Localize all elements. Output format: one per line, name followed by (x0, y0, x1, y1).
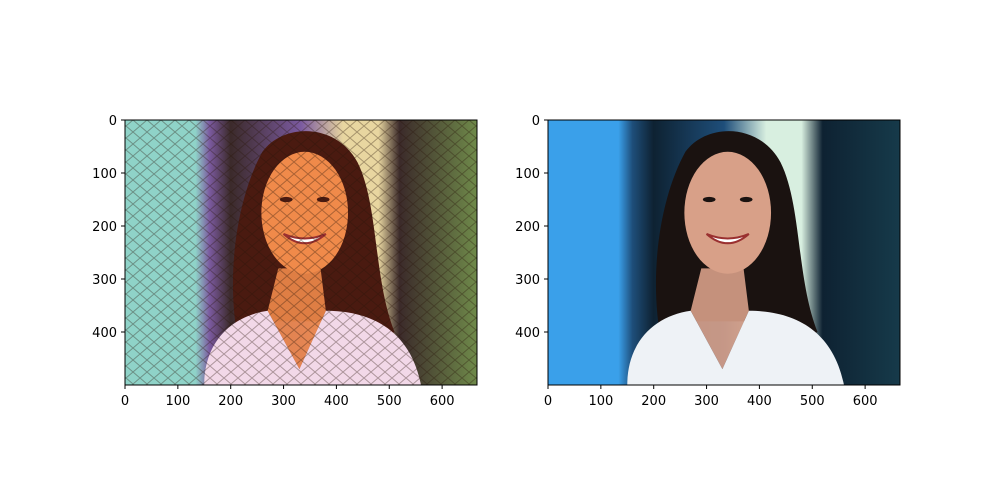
right-x-tick-label: 400 (747, 394, 772, 409)
right-y-tick-label: 400 (515, 326, 540, 341)
left-x-tick-label: 400 (324, 394, 349, 409)
left-y-tick-label: 300 (92, 273, 117, 288)
right-y-ticks: 0 100 200 300 400 (515, 114, 548, 341)
right-x-tick-label: 500 (800, 394, 825, 409)
right-y-tick-label: 200 (515, 220, 540, 235)
right-axes-frame (547, 119, 901, 386)
right-eye-2 (739, 196, 753, 203)
right-neck (690, 268, 749, 370)
left-x-ticks: 0 100 200 300 400 500 600 (121, 385, 455, 409)
left-y-tick-label: 400 (92, 326, 117, 341)
right-x-tick-label: 200 (641, 394, 666, 409)
left-x-tick-label: 600 (430, 394, 455, 409)
left-image-axes: 0 100 200 300 400 500 600 0 100 200 300 400 (92, 114, 478, 409)
left-x-tick-label: 100 (165, 394, 190, 409)
left-mosaic-overlay (125, 120, 477, 385)
right-y-tick-label: 100 (515, 167, 540, 182)
right-x-tick-label: 300 (694, 394, 719, 409)
right-eye-1 (702, 196, 716, 203)
left-y-tick-label: 100 (92, 167, 117, 182)
right-shirt (627, 310, 844, 385)
right-x-ticks: 0 100 200 300 400 500 600 (544, 385, 878, 409)
right-portrait (627, 131, 844, 385)
right-face (684, 151, 772, 274)
right-image (548, 120, 900, 385)
right-smile (705, 233, 750, 245)
left-x-tick-label: 200 (218, 394, 243, 409)
right-y-tick-label: 0 (532, 114, 540, 129)
right-x-tick-label: 0 (544, 394, 552, 409)
left-axes-frame (124, 119, 478, 386)
left-x-tick-label: 300 (271, 394, 296, 409)
right-y-tick-label: 300 (515, 273, 540, 288)
right-image-axes: 0 100 200 300 400 500 600 0 100 200 300 400 (515, 114, 901, 409)
right-x-tick-label: 600 (853, 394, 878, 409)
left-y-ticks: 0 100 200 300 400 (92, 114, 125, 341)
left-image (125, 120, 477, 385)
right-x-tick-label: 100 (588, 394, 613, 409)
left-x-tick-label: 0 (121, 394, 129, 409)
left-y-tick-label: 200 (92, 220, 117, 235)
left-y-tick-label: 0 (109, 114, 117, 129)
left-x-tick-label: 500 (377, 394, 402, 409)
